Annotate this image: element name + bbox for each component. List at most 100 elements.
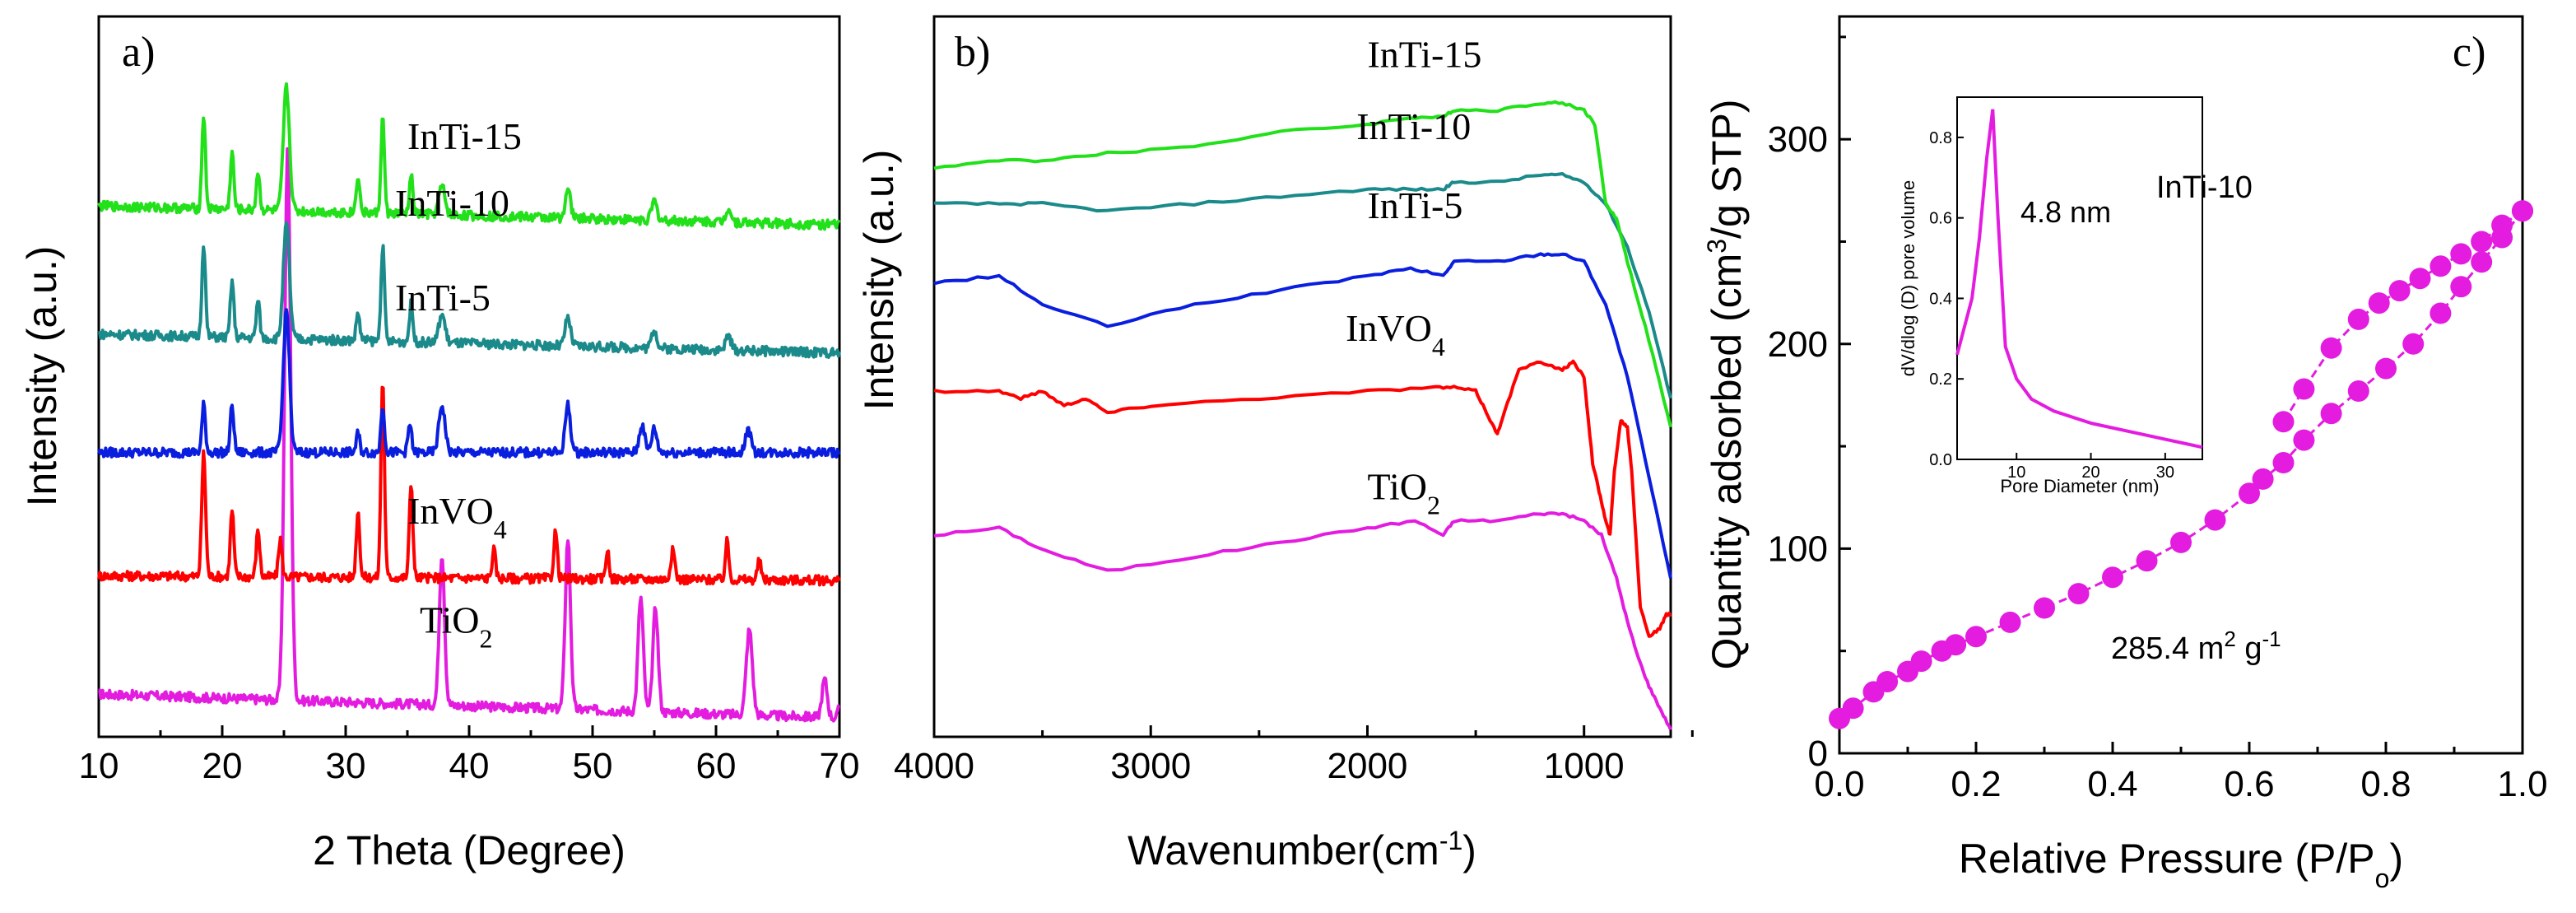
panel-c-bet-label: 285.4 m2 g-1 <box>2111 627 2281 666</box>
inset-ticks: 10 20 30 0.0 0.2 0.4 0.6 0.8 <box>1929 129 2174 482</box>
panel-c-xtick-label: 1.0 <box>2497 764 2547 804</box>
panel-a-xtick-label: 50 <box>573 746 613 786</box>
panel-b-series-labels: TiO2 InVO4 InTi-5 InTi-10 InTi-15 <box>1346 33 1481 519</box>
series-label-sub: 2 <box>1427 490 1440 519</box>
panel-c-point-adsorption <box>2471 251 2493 273</box>
panel-a-series-labels: TiO2 InVO4 InTi-5 InTi-10 InTi-15 <box>395 115 522 653</box>
panel-c-point-adsorption <box>2450 276 2472 298</box>
panel-c-point-desorption <box>2272 411 2295 433</box>
inset-xtick-label: 30 <box>2156 463 2174 482</box>
panel-a-xlabel: 2 Theta (Degree) <box>313 827 625 873</box>
inset-xtick-label: 20 <box>2081 463 2099 482</box>
panel-b-traces <box>933 100 1672 731</box>
panel-b-xlabel-main: Wavenumber(cm <box>1128 827 1439 873</box>
panel-b-trace-InVO4 <box>933 359 1672 638</box>
inset-annotation: 4.8 nm <box>2020 195 2111 229</box>
series-label-main: InTi-15 <box>407 115 522 157</box>
panel-c-sample-label: InTi-10 <box>2156 170 2253 205</box>
series-label-main: InTi-5 <box>1367 184 1462 226</box>
panel-b-xtick-label: 3000 <box>1110 746 1191 786</box>
panel-a-label: a) <box>122 29 155 76</box>
panel-c-point-adsorption <box>1910 650 1932 673</box>
panel-c-point-adsorption <box>2204 509 2226 531</box>
panel-a-series-label-TiO2: TiO2 <box>420 599 492 653</box>
panel-a-xtick-label: 60 <box>696 746 737 786</box>
panel-c-point-adsorption <box>1999 611 2021 633</box>
panel-b-label: b) <box>955 29 990 76</box>
panel-c-point-adsorption <box>2102 566 2123 589</box>
panel-c-bet: c) Relative Pressure (P/Po) Quantity ads… <box>1702 15 2548 893</box>
series-label-main: InTi-10 <box>395 182 509 224</box>
panel-c-point-desorption <box>2388 280 2411 302</box>
inset-ytick-label: 0.6 <box>1929 210 1952 228</box>
panel-b-ticks: 4000 3000 2000 1000 <box>894 725 1694 786</box>
panel-c-point-desorption <box>2320 337 2342 359</box>
panel-c-xtick-label: 0.4 <box>2087 764 2137 804</box>
panel-c-point-adsorption <box>2375 357 2397 380</box>
panel-c-xlabel-sub: o <box>2375 864 2390 893</box>
panel-b-frame <box>932 15 1672 738</box>
panel-b-trace-TiO2 <box>933 511 1672 731</box>
panel-c-point-adsorption <box>2170 531 2192 553</box>
panel-b-series-label-InTi-10: InTi-10 <box>1356 105 1471 147</box>
panel-c-point-desorption <box>2293 378 2315 400</box>
panel-c-point-desorption <box>2471 231 2493 253</box>
panel-a-xtick-label: 70 <box>820 746 860 786</box>
panel-c-ytick-label: 100 <box>1768 529 1828 569</box>
inset-ytick-label: 0.0 <box>1929 451 1952 469</box>
panel-c-point-adsorption <box>2272 452 2295 473</box>
series-label-sub: 4 <box>494 515 507 544</box>
panel-a-series-label-InTi-10: InTi-10 <box>395 182 509 224</box>
inset-background <box>1934 97 2099 459</box>
panel-c-xtick-label: 0.6 <box>2224 764 2274 804</box>
panel-a-ticks: 10 20 30 40 50 60 70 <box>79 725 860 786</box>
panel-c-ylabel: Quantity adsorbed (cm3/g STP) <box>1702 99 1750 669</box>
bet-sup2: -1 <box>2262 627 2281 651</box>
panel-c-label: c) <box>2453 29 2485 76</box>
panel-c-ytick-label: 300 <box>1768 119 1828 160</box>
panel-b-trace-InTi-15 <box>933 100 1672 428</box>
panel-a-trace-InVO4 <box>97 385 841 587</box>
series-label-main: InVO <box>407 490 494 532</box>
panel-a-xtick-label: 40 <box>449 746 490 786</box>
panel-a-traces <box>97 82 841 723</box>
panel-c-point-adsorption <box>1945 634 1967 656</box>
panel-c-point-desorption <box>2491 214 2513 236</box>
panel-b-ftir: b) Wavenumber(cm-1) Intensity (a.u.) 400… <box>856 15 1694 873</box>
panel-b-xlabel-sup: -1 <box>1439 826 1462 855</box>
bet-main: 285.4 m <box>2111 631 2224 666</box>
panel-c-ylabel-sup: 3 <box>1702 239 1732 254</box>
panel-c-point-desorption <box>2450 243 2472 265</box>
panel-a-series-label-InVO4: InVO4 <box>407 490 507 544</box>
panel-c-point-desorption <box>2368 292 2390 314</box>
panel-c-xlabel-main: Relative Pressure (P/P <box>1959 836 2375 882</box>
series-label-main: TiO <box>1367 465 1426 507</box>
panel-b-xtick-label: 2000 <box>1328 746 1408 786</box>
panel-a-trace-InTi-15 <box>97 82 841 231</box>
bet-sup: 2 <box>2224 627 2235 651</box>
inset-ytick-label: 0.4 <box>1929 290 1952 308</box>
panel-a-trace-InTi-10 <box>97 221 841 359</box>
inset-ylabel: dV/dlog (D) pore volume <box>1898 180 1918 376</box>
panel-b-series-label-TiO2: TiO2 <box>1367 465 1439 519</box>
panel-a-xtick-label: 10 <box>79 746 119 786</box>
inset-xtick-label: 10 <box>2007 463 2025 482</box>
panel-c-ticks: 0.0 0.2 0.4 0.6 0.8 1.0 0 100 200 300 <box>1768 35 2548 804</box>
panel-c-xtick-label: 0.0 <box>1814 764 1864 804</box>
panel-c-point-desorption <box>2409 268 2431 290</box>
panel-c-point-adsorption <box>2347 380 2369 402</box>
panel-b-series-label-InVO4: InVO4 <box>1346 307 1445 361</box>
panel-c-point-adsorption <box>2067 583 2090 605</box>
panel-b-ylabel: Intensity (a.u.) <box>856 150 902 411</box>
panel-b-series-label-InTi-5: InTi-5 <box>1367 184 1462 226</box>
panel-b-xlabel-end: ) <box>1462 827 1476 873</box>
panel-c-point-adsorption <box>2252 468 2274 490</box>
inset-trace <box>1955 109 2203 450</box>
panel-c-inset: 10 20 30 0.0 0.2 0.4 0.6 0.8 4.8 nm Pore Diamet… <box>1898 96 2203 496</box>
series-label-sub: 4 <box>1432 332 1445 361</box>
series-label-main: InTi-15 <box>1367 33 1481 75</box>
inset-frame <box>1956 96 2203 460</box>
panel-b-xtick-label: 1000 <box>1544 746 1625 786</box>
panel-c-point-adsorption <box>2293 429 2315 451</box>
